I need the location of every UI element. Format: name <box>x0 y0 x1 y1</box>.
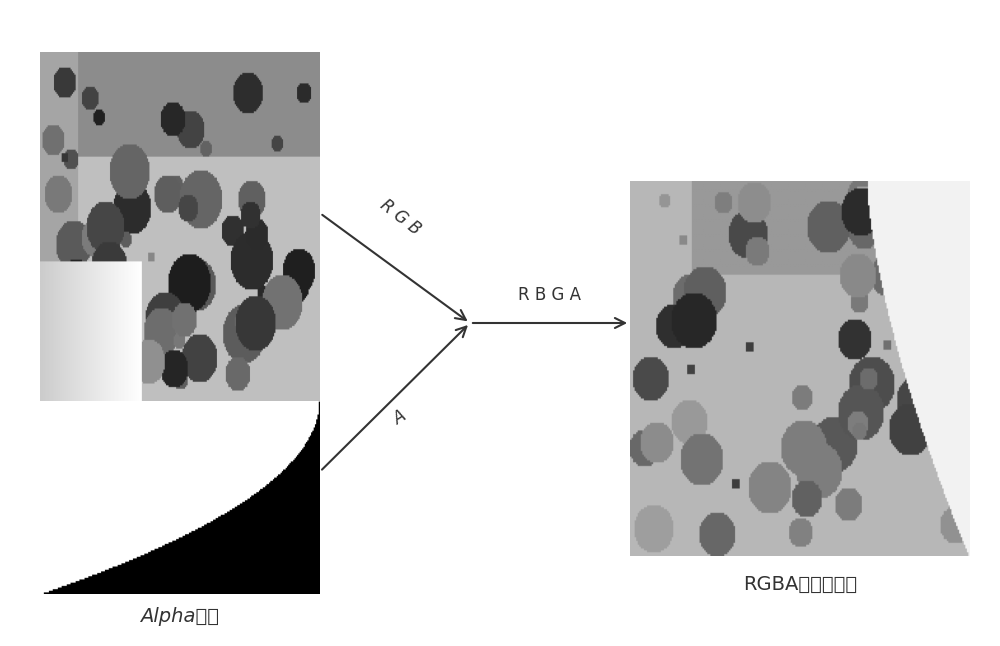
Text: Alpha通道: Alpha通道 <box>140 607 220 626</box>
Text: R G B: R G B <box>376 196 424 239</box>
Text: RGB三通道图像: RGB三通道图像 <box>130 426 230 445</box>
Text: R B G A: R B G A <box>518 286 582 304</box>
Text: RGBA四通道图像: RGBA四通道图像 <box>743 575 857 594</box>
Text: A: A <box>390 407 410 428</box>
